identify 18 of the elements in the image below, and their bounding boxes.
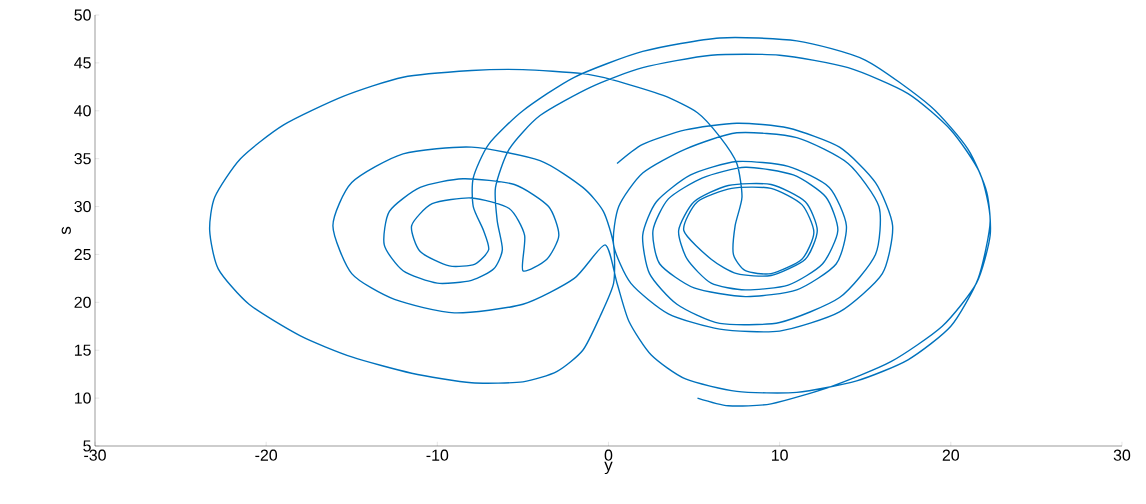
y-tick-label: 45 (74, 57, 91, 69)
x-axis-title: y (604, 461, 613, 475)
y-axis-title: s (61, 226, 71, 235)
y-tick-label: 40 (74, 105, 91, 117)
x-tick-label: -10 (426, 449, 449, 461)
y-tick-label: 35 (74, 153, 91, 165)
y-tick-label: 50 (74, 9, 91, 21)
x-tick-label: -20 (255, 449, 278, 461)
y-tick-label: 10 (74, 392, 91, 404)
y-tick-label: 25 (74, 248, 91, 261)
x-tick-label: 10 (771, 449, 788, 461)
line-series (208, 37, 991, 407)
y-tick-label: 30 (74, 200, 91, 213)
y-tick-label: 15 (74, 344, 91, 356)
x-tick-label: 20 (942, 449, 960, 461)
x-tick-label: 0 (604, 449, 613, 461)
x-tick-label: 30 (1113, 449, 1131, 461)
y-tick-label: 20 (74, 296, 91, 308)
